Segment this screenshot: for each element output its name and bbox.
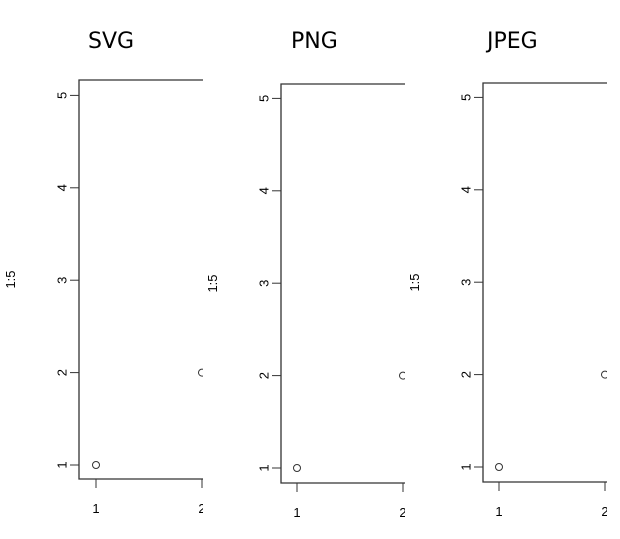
y-tick-label: 3 [458,279,473,286]
panel-svg: SVG 1:5 1 2 1 2 3 4 5 [3,29,205,516]
panel-title: SVG [88,29,134,54]
panel-png: PNG 1:5 1 2 1 2 3 4 5 [205,29,406,520]
data-point [399,371,405,380]
y-tick-label: 5 [54,92,69,99]
y-axis-label: 1:5 [205,274,220,292]
x-tick-label: 2 [601,504,608,519]
y-tick-label: 3 [54,277,69,284]
y-tick-label: 4 [256,187,271,194]
panel-jpeg: JPEG 1:5 1 2 1 2 3 4 5 [407,29,608,519]
x-tick-label: 2 [399,505,406,520]
plot-frame [482,82,607,483]
data-point [495,463,503,471]
panel-title: JPEG [485,29,538,54]
data-point [198,368,203,377]
y-tick-label: 2 [256,372,271,379]
y-tick-label: 5 [256,95,271,102]
x-tick-label: 2 [198,501,205,516]
y-tick-label: 1 [54,461,69,468]
y-axis-label: 1:5 [407,273,422,291]
x-tick-label: 1 [495,504,502,519]
y-tick-label: 2 [458,371,473,378]
y-tick-label: 4 [458,186,473,193]
x-tick-label: 1 [293,505,300,520]
y-tick-label: 2 [54,369,69,376]
y-tick-label: 1 [256,464,271,471]
y-axis-label: 1:5 [3,270,18,288]
plot-frame [280,83,405,484]
y-tick-label: 5 [458,94,473,101]
x-tick-label: 1 [92,501,99,516]
panel-title: PNG [291,29,338,54]
plot-frame [78,79,203,480]
data-point [92,461,100,469]
y-tick-label: 4 [54,184,69,191]
data-point [293,464,301,472]
y-tick-label: 3 [256,280,271,287]
y-tick-label: 1 [458,463,473,470]
data-point [601,370,607,379]
